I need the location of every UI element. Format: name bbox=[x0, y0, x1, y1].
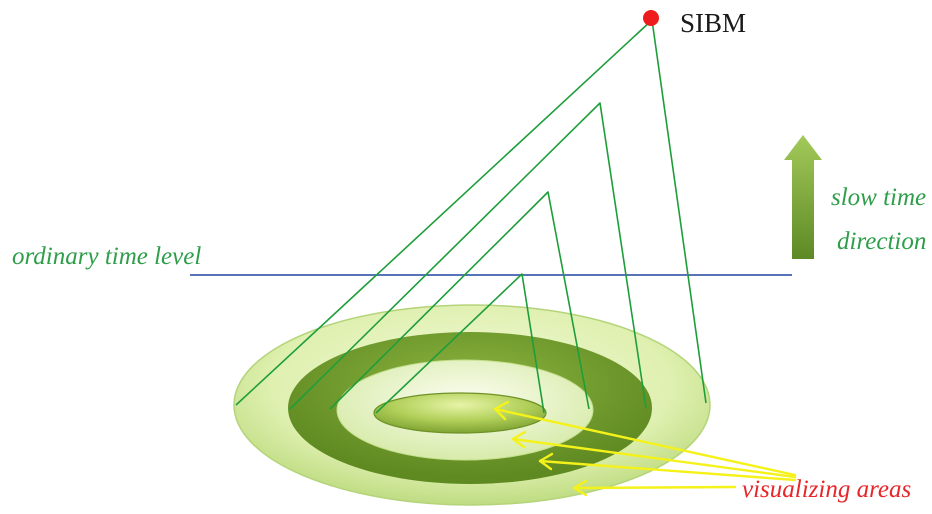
sibm-label: SIBM bbox=[680, 8, 746, 38]
slow-time-label: slow time bbox=[831, 184, 926, 211]
cone-second bbox=[289, 102, 647, 410]
cone-third bbox=[329, 191, 590, 410]
visualizing-areas bbox=[233, 304, 711, 506]
visualizing-areas-label: visualizing areas bbox=[742, 476, 911, 503]
yellow-arrow-icon bbox=[493, 400, 797, 497]
sibm-point bbox=[643, 10, 659, 26]
inner-visualizing-disc bbox=[373, 392, 547, 434]
up-arrow-icon bbox=[784, 135, 822, 259]
cone-inner bbox=[375, 273, 545, 414]
direction-label: direction bbox=[837, 228, 926, 255]
ordinary-time-level-label: ordinary time level bbox=[12, 243, 201, 270]
